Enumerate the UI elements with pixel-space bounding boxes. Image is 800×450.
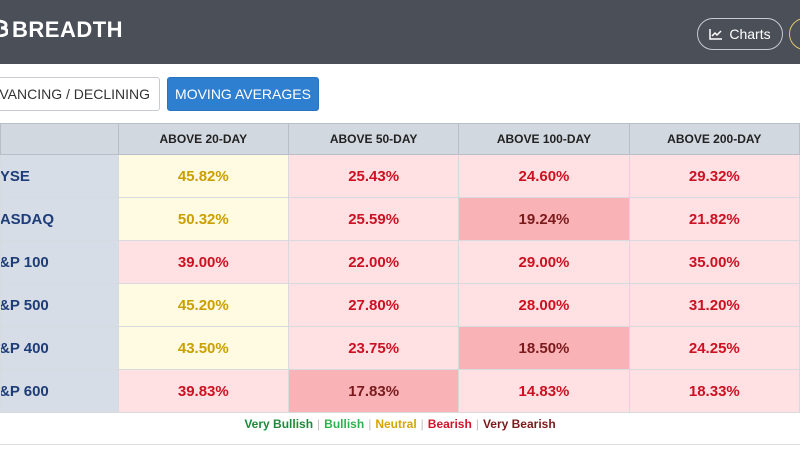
table-cell: 39.00% bbox=[117, 240, 289, 284]
breadth-table: ABOVE 20-DAY ABOVE 50-DAY ABOVE 100-DAY … bbox=[0, 123, 800, 413]
table-cell: 18.33% bbox=[628, 369, 800, 413]
brand: BREADTH bbox=[0, 17, 123, 43]
table-cell: 24.60% bbox=[458, 154, 630, 198]
row-label-text: S&P 500 bbox=[0, 296, 49, 314]
row-label[interactable]: NASDAQ bbox=[0, 197, 119, 241]
row-label[interactable]: S&P 400 bbox=[0, 326, 119, 370]
legend-separator: | bbox=[475, 417, 479, 431]
table-row: NYSE 45.82% 25.43% 24.60% 29.32% bbox=[0, 154, 800, 198]
table-cell: 23.75% bbox=[287, 326, 460, 370]
table-row: S&P 600 39.83% 17.83% 14.83% 18.33% bbox=[0, 369, 800, 413]
row-label-text: NYSE bbox=[0, 167, 30, 185]
charts-button-label: Charts bbox=[729, 26, 771, 42]
table-cell: 22.00% bbox=[287, 240, 460, 284]
table-cell: 27.80% bbox=[287, 283, 460, 327]
legend-very-bullish: Very Bullish bbox=[244, 417, 314, 431]
table-cell: 25.59% bbox=[287, 197, 460, 241]
header-cell-index bbox=[0, 123, 119, 155]
table-cell: 43.50% bbox=[117, 326, 289, 370]
table-cell: 29.00% bbox=[458, 240, 630, 284]
table-cell: 25.43% bbox=[287, 154, 460, 198]
table-cell: 45.20% bbox=[117, 283, 289, 327]
page-title: BREADTH bbox=[12, 17, 124, 42]
row-label-text: S&P 100 bbox=[0, 253, 49, 271]
row-label[interactable]: S&P 600 bbox=[0, 369, 119, 413]
table-cell: 45.82% bbox=[117, 154, 289, 198]
row-label[interactable]: S&P 500 bbox=[0, 283, 119, 327]
row-label-text: S&P 400 bbox=[0, 339, 49, 357]
table-cell: 35.00% bbox=[628, 240, 800, 284]
footer-divider bbox=[0, 444, 800, 445]
table-row: NASDAQ 50.32% 25.59% 19.24% 21.82% bbox=[0, 197, 800, 241]
legend-bullish: Bullish bbox=[324, 417, 365, 431]
chart-icon bbox=[709, 29, 723, 40]
table-cell: 19.24% bbox=[458, 197, 630, 241]
table-header-row: ABOVE 20-DAY ABOVE 50-DAY ABOVE 100-DAY … bbox=[0, 123, 800, 155]
header-cell-100-day[interactable]: ABOVE 100-DAY bbox=[458, 123, 630, 155]
row-label[interactable]: NYSE bbox=[0, 154, 119, 198]
table-cell: 28.00% bbox=[458, 283, 630, 327]
account-button[interactable] bbox=[789, 18, 800, 50]
charts-button[interactable]: Charts bbox=[697, 18, 783, 50]
table-cell: 39.83% bbox=[117, 369, 289, 413]
table-cell: 21.82% bbox=[628, 197, 800, 241]
legend-neutral: Neutral bbox=[375, 417, 417, 431]
table-row: S&P 400 43.50% 23.75% 18.50% 24.25% bbox=[0, 326, 800, 370]
app-header: BREADTH Charts bbox=[0, 0, 800, 64]
table-row: S&P 500 45.20% 27.80% 28.00% 31.20% bbox=[0, 283, 800, 327]
table-cell: 17.83% bbox=[287, 369, 460, 413]
header-cell-20-day[interactable]: ABOVE 20-DAY bbox=[117, 123, 289, 155]
legend-very-bearish: Very Bearish bbox=[482, 417, 556, 431]
table-cell: 29.32% bbox=[628, 154, 800, 198]
table-cell: 31.20% bbox=[628, 283, 800, 327]
row-label[interactable]: S&P 100 bbox=[0, 240, 119, 284]
row-label-text: NASDAQ bbox=[0, 210, 55, 228]
table-cell: 18.50% bbox=[458, 326, 630, 370]
table-cell: 24.25% bbox=[628, 326, 800, 370]
legend-bearish: Bearish bbox=[427, 417, 472, 431]
table-cell: 50.32% bbox=[117, 197, 289, 241]
header-cell-50-day[interactable]: ABOVE 50-DAY bbox=[287, 123, 460, 155]
tab-moving-averages[interactable]: MOVING AVERAGES bbox=[167, 77, 319, 111]
table-row: S&P 100 39.00% 22.00% 29.00% 35.00% bbox=[0, 240, 800, 284]
legend-separator: | bbox=[368, 417, 372, 431]
table-cell: 14.83% bbox=[458, 369, 630, 413]
tab-advancing-declining[interactable]: ADVANCING / DECLINING bbox=[0, 77, 160, 111]
legend-separator: | bbox=[420, 417, 424, 431]
breadth-logo-icon bbox=[0, 17, 12, 43]
rating-legend: Very Bullish | Bullish | Neutral | Bearish | Ver… bbox=[0, 417, 800, 431]
legend-separator: | bbox=[317, 417, 321, 431]
header-cell-200-day[interactable]: ABOVE 200-DAY bbox=[628, 123, 800, 155]
row-label-text: S&P 600 bbox=[0, 382, 49, 400]
